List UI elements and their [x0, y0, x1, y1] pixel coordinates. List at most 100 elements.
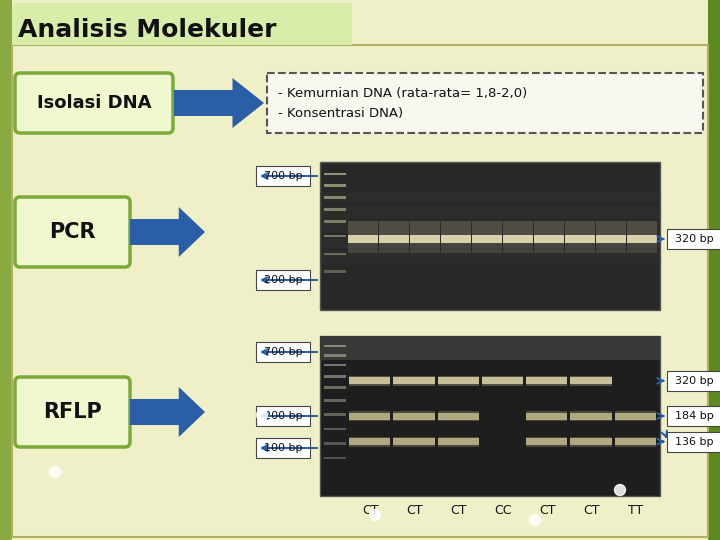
Bar — [324, 345, 346, 347]
Polygon shape — [233, 78, 264, 128]
Text: CT: CT — [451, 503, 467, 516]
Bar — [349, 411, 390, 421]
Text: 136 bp: 136 bp — [675, 437, 714, 447]
Bar — [526, 411, 567, 421]
Bar — [708, 0, 720, 540]
Circle shape — [529, 515, 541, 525]
Bar — [130, 399, 179, 425]
Circle shape — [614, 484, 626, 496]
Bar — [324, 173, 346, 175]
Polygon shape — [179, 207, 205, 257]
Bar — [534, 221, 564, 235]
FancyBboxPatch shape — [15, 377, 130, 447]
Text: - Konsentrasi DNA): - Konsentrasi DNA) — [278, 107, 403, 120]
Bar — [320, 336, 660, 496]
Text: 320 bp: 320 bp — [675, 376, 714, 386]
FancyBboxPatch shape — [15, 73, 173, 133]
Bar — [410, 243, 440, 253]
Bar — [324, 442, 346, 445]
Bar — [393, 413, 435, 420]
Bar — [324, 414, 346, 416]
Text: 184 bp: 184 bp — [675, 411, 714, 421]
Bar — [324, 185, 346, 187]
Bar — [0, 0, 12, 540]
Bar — [526, 376, 567, 386]
Bar — [349, 376, 390, 386]
Bar — [438, 377, 479, 384]
Bar — [503, 235, 533, 243]
Bar — [379, 243, 409, 253]
Bar — [570, 437, 612, 447]
Text: CT: CT — [583, 503, 600, 516]
Bar — [379, 235, 409, 243]
Bar — [438, 437, 479, 447]
Bar — [130, 219, 179, 245]
Bar — [570, 377, 612, 384]
Text: CC: CC — [494, 503, 512, 516]
Bar — [570, 413, 612, 420]
Bar — [324, 253, 346, 255]
Text: 100 bp: 100 bp — [264, 443, 302, 453]
Bar — [438, 411, 479, 421]
Bar — [393, 377, 435, 384]
Bar — [320, 192, 660, 204]
Bar — [393, 411, 435, 421]
Bar — [615, 413, 656, 420]
Bar — [349, 438, 390, 445]
Polygon shape — [179, 387, 205, 437]
Bar — [503, 221, 533, 235]
Bar — [324, 220, 346, 222]
FancyBboxPatch shape — [12, 3, 352, 45]
Bar — [393, 438, 435, 445]
Bar — [503, 243, 533, 253]
Bar — [349, 377, 390, 384]
Bar — [615, 437, 656, 447]
Bar — [565, 235, 595, 243]
FancyBboxPatch shape — [256, 406, 310, 426]
Bar — [324, 457, 346, 459]
Bar — [393, 376, 435, 386]
Bar — [438, 438, 479, 445]
Bar — [410, 221, 440, 235]
Bar — [324, 197, 346, 199]
Bar — [615, 438, 656, 445]
FancyBboxPatch shape — [256, 270, 310, 290]
Circle shape — [369, 510, 380, 521]
Bar — [324, 399, 346, 402]
Bar — [324, 208, 346, 211]
Bar — [410, 235, 440, 243]
Bar — [596, 221, 626, 235]
Bar — [324, 354, 346, 357]
Bar — [348, 221, 378, 235]
Bar — [565, 243, 595, 253]
Circle shape — [256, 409, 268, 421]
Text: CT: CT — [406, 503, 423, 516]
Bar — [627, 221, 657, 235]
Bar — [627, 235, 657, 243]
Bar — [349, 437, 390, 447]
Bar — [324, 235, 346, 237]
FancyBboxPatch shape — [667, 431, 720, 451]
Bar — [348, 243, 378, 253]
Bar — [379, 221, 409, 235]
Bar — [441, 243, 471, 253]
Bar — [472, 221, 502, 235]
FancyBboxPatch shape — [256, 342, 310, 362]
Bar — [324, 271, 346, 273]
Circle shape — [50, 467, 60, 477]
FancyBboxPatch shape — [267, 73, 703, 133]
FancyBboxPatch shape — [256, 166, 310, 186]
Text: 700 bp: 700 bp — [264, 347, 302, 357]
Bar — [596, 235, 626, 243]
Bar — [324, 364, 346, 366]
Bar — [441, 221, 471, 235]
Bar — [320, 221, 660, 233]
Text: TT: TT — [629, 503, 644, 516]
Bar — [534, 235, 564, 243]
Bar — [320, 251, 660, 262]
Bar — [526, 438, 567, 445]
Bar — [348, 235, 378, 243]
Bar — [526, 437, 567, 447]
Bar — [441, 235, 471, 243]
Bar — [482, 376, 523, 386]
